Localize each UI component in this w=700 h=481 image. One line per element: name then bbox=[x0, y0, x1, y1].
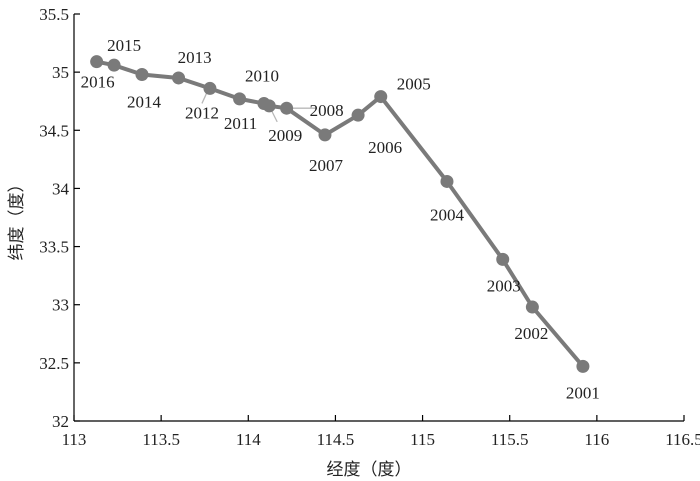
data-point bbox=[525, 300, 539, 314]
data-point bbox=[318, 128, 332, 142]
y-tick-label: 32.5 bbox=[39, 354, 69, 373]
y-tick-label: 34.5 bbox=[39, 121, 69, 140]
y-ticks: 32 32.5 33 33.5 34 34.5 35 35.5 bbox=[39, 5, 80, 431]
data-point bbox=[280, 101, 294, 115]
point-label: 2016 bbox=[81, 73, 115, 92]
x-tick-label: 115 bbox=[410, 430, 435, 449]
y-tick-label: 34 bbox=[52, 179, 70, 198]
point-label: 2008 bbox=[310, 101, 344, 120]
y-tick-label: 32 bbox=[52, 412, 69, 431]
data-point bbox=[135, 67, 149, 81]
y-tick-label: 35 bbox=[52, 63, 69, 82]
x-tick-label: 113 bbox=[62, 430, 87, 449]
data-point bbox=[107, 58, 121, 72]
x-axis-label: 经度（度） bbox=[327, 460, 412, 479]
point-label: 2003 bbox=[487, 276, 521, 295]
point-label: 2011 bbox=[224, 114, 257, 133]
x-tick-label: 116 bbox=[584, 430, 609, 449]
axes bbox=[73, 14, 684, 422]
x-tick-label: 114 bbox=[236, 430, 261, 449]
x-tick-label: 115.5 bbox=[491, 430, 529, 449]
data-point bbox=[496, 252, 510, 266]
label-leader-line bbox=[270, 109, 278, 123]
data-point bbox=[351, 108, 365, 122]
y-tick-label: 35.5 bbox=[39, 5, 69, 24]
x-tick-label: 116.5 bbox=[665, 430, 700, 449]
point-label: 2002 bbox=[514, 324, 548, 343]
point-labels: 2001 2002 2003 2004 2005 2006 2007 2008 2009 2010… bbox=[81, 36, 600, 402]
x-tick-label: 113.5 bbox=[142, 430, 180, 449]
series-line bbox=[96, 59, 585, 368]
y-tick-label: 33.5 bbox=[39, 238, 69, 257]
point-label: 2012 bbox=[185, 103, 219, 122]
point-label: 2013 bbox=[178, 48, 212, 67]
data-point bbox=[576, 359, 590, 373]
point-label: 2015 bbox=[107, 36, 141, 55]
point-label: 2009 bbox=[268, 126, 302, 145]
x-ticks: 113 113.5 114 114.5 115 115.5 116 116.5 bbox=[62, 415, 700, 449]
data-points bbox=[90, 55, 590, 373]
x-tick-label: 114.5 bbox=[317, 430, 355, 449]
data-point bbox=[257, 97, 271, 111]
data-point bbox=[374, 90, 388, 104]
y-axis-label: 纬度（度） bbox=[7, 176, 26, 261]
point-label: 2007 bbox=[309, 156, 344, 175]
label-leaders bbox=[201, 92, 317, 123]
data-point bbox=[440, 174, 454, 188]
point-label: 2005 bbox=[397, 75, 431, 94]
data-point bbox=[203, 81, 217, 95]
y-tick-label: 33 bbox=[52, 296, 69, 315]
point-label: 2010 bbox=[245, 67, 279, 86]
label-leader-line bbox=[201, 92, 208, 104]
point-label: 2001 bbox=[566, 383, 600, 402]
data-point bbox=[233, 92, 247, 106]
point-label: 2004 bbox=[430, 205, 465, 224]
data-point bbox=[172, 71, 186, 85]
point-label: 2014 bbox=[127, 92, 162, 111]
data-point bbox=[90, 55, 104, 69]
point-label: 2006 bbox=[368, 138, 402, 157]
